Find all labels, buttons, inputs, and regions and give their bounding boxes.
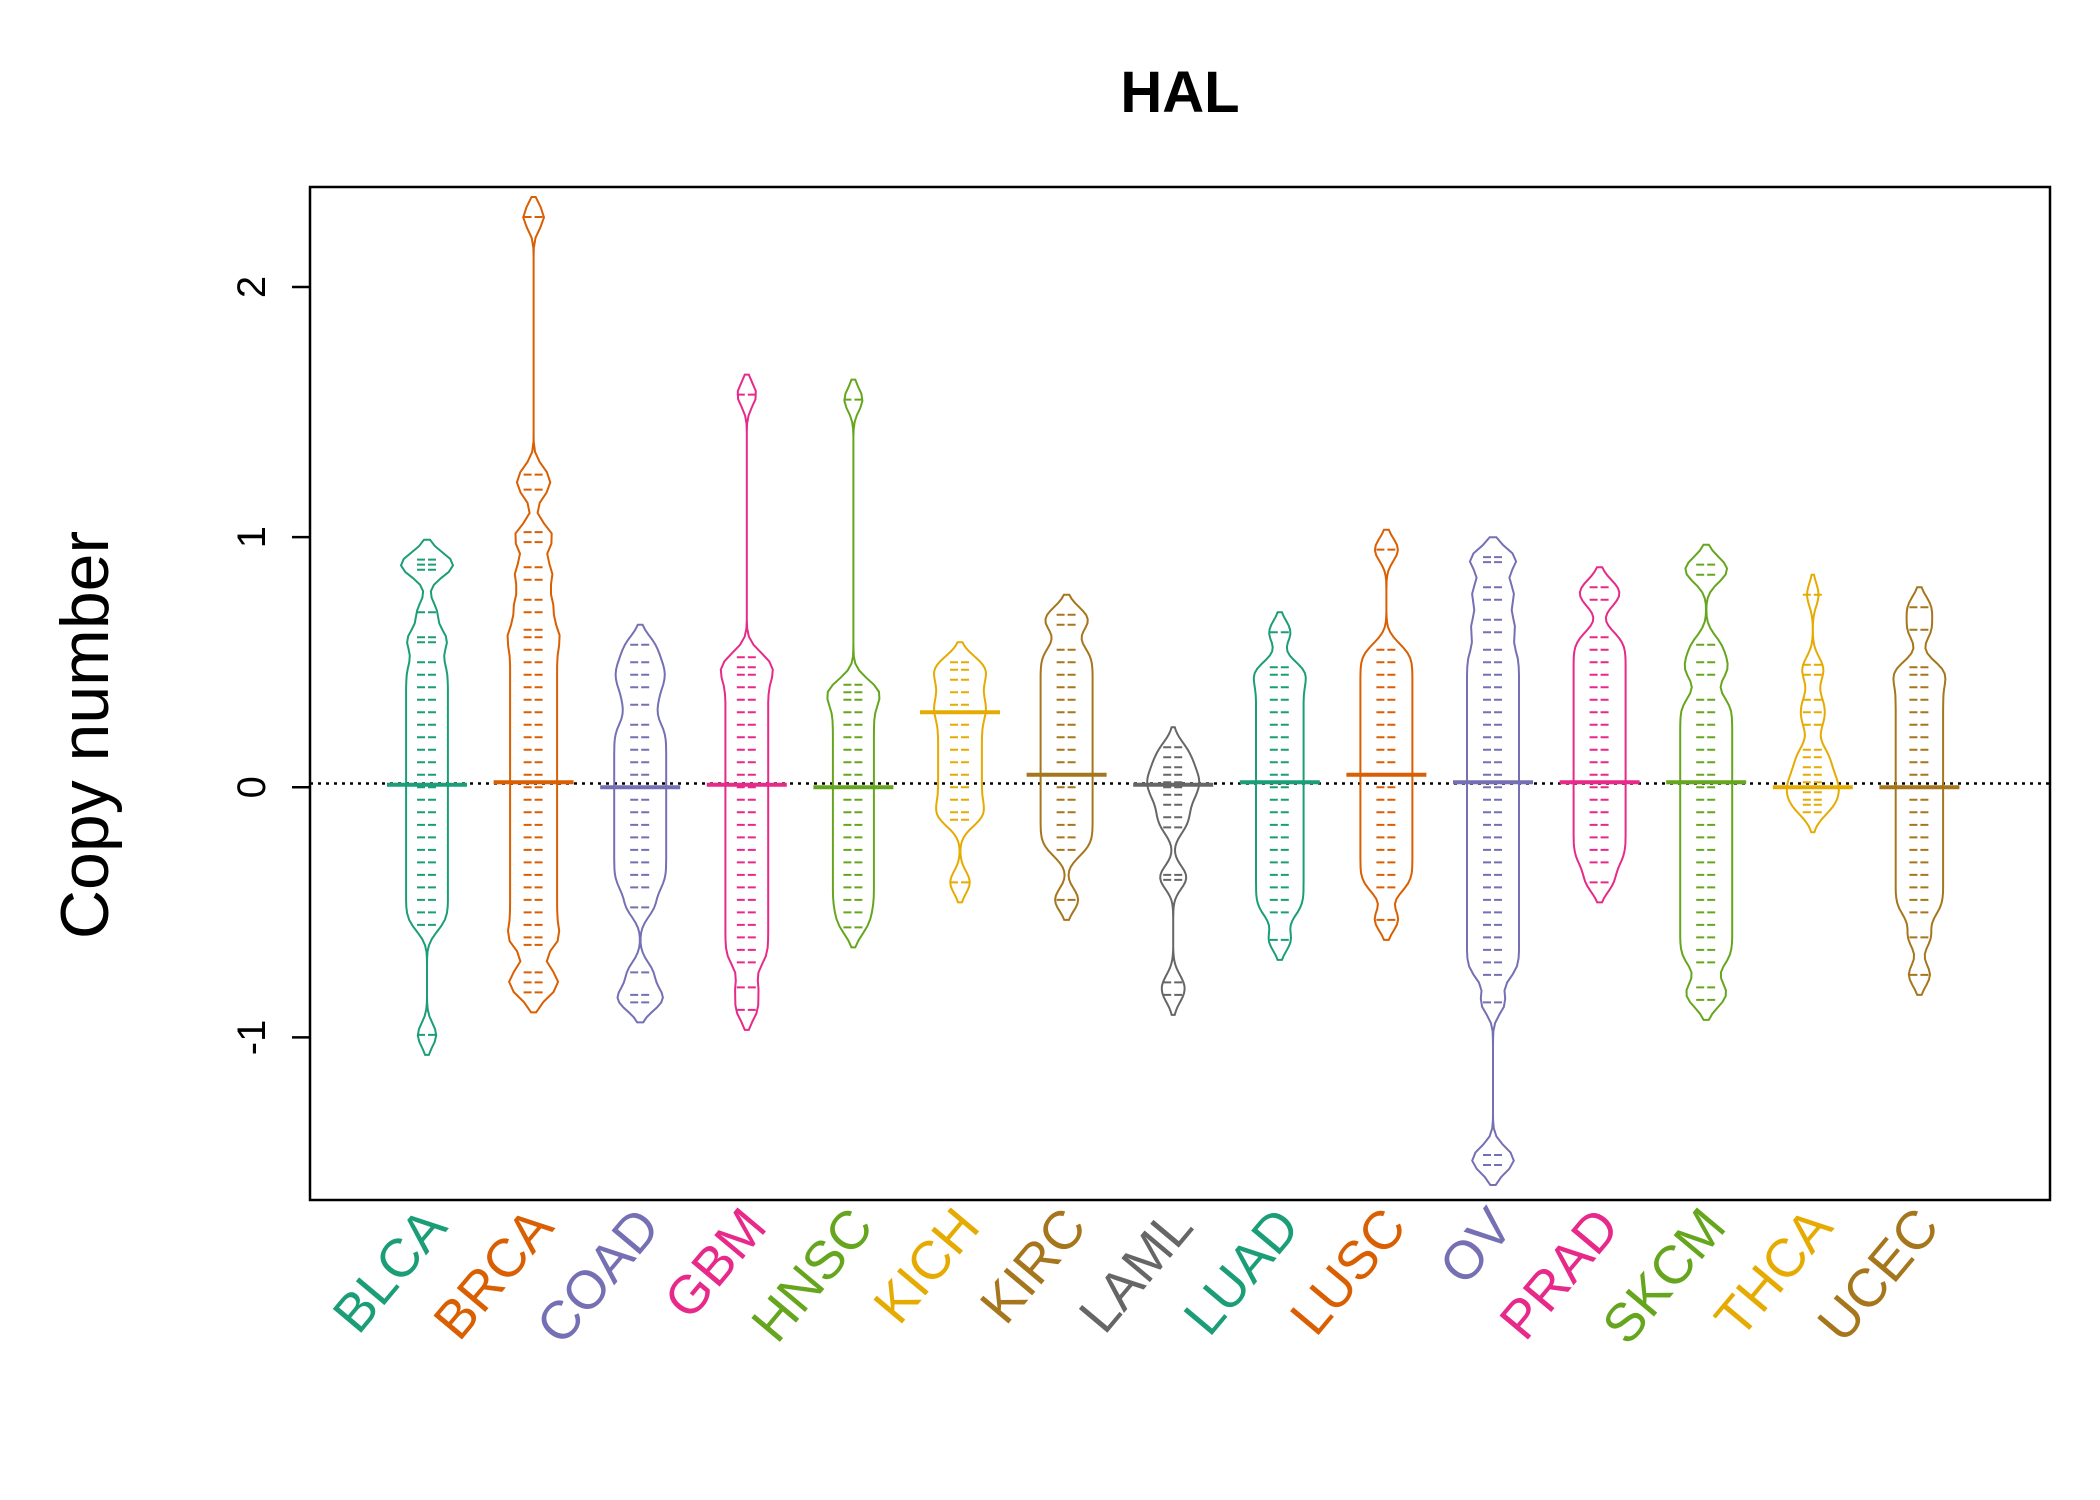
x-tick-label-hnsc: HNSC <box>740 1197 884 1353</box>
bean-outline <box>399 538 455 1056</box>
bean-ov <box>1453 536 1533 1186</box>
bean-outline <box>1146 726 1201 1016</box>
bean-kirc <box>1026 593 1107 921</box>
x-tick-label-laml: LAML <box>1068 1197 1205 1344</box>
bean-blca <box>387 538 467 1056</box>
bean-outline <box>1039 593 1094 921</box>
bean-brca <box>493 196 574 1014</box>
y-tick-label: 2 <box>230 276 274 298</box>
bean-outline <box>1252 611 1307 961</box>
y-tick-label: 0 <box>230 776 274 798</box>
x-tick-label-luad: LUAD <box>1172 1197 1311 1346</box>
bean-skcm <box>1666 543 1747 1021</box>
bean-prad <box>1559 566 1640 904</box>
bean-outline <box>932 641 988 904</box>
bean-lusc <box>1346 528 1427 941</box>
bean-outline <box>826 378 881 949</box>
bean-thca <box>1772 573 1853 834</box>
bean-hnsc <box>813 378 894 949</box>
x-tick-label-ov: OV <box>1428 1197 1524 1295</box>
y-tick-label: -1 <box>230 1020 274 1056</box>
x-tick-label-lusc: LUSC <box>1279 1197 1418 1346</box>
bean-outline <box>1892 586 1947 996</box>
bean-gbm <box>706 373 787 1031</box>
bean-kich <box>920 641 1000 904</box>
x-tick-label-kich: KICH <box>862 1197 991 1334</box>
y-tick-label: 1 <box>230 526 274 548</box>
x-tick-label-ucec: UCEC <box>1806 1197 1950 1353</box>
bean-outline <box>1466 536 1520 1186</box>
bean-outline <box>1679 543 1734 1021</box>
bean-outline <box>1572 566 1627 904</box>
beans-group <box>387 196 1960 1186</box>
y-axis: -1 0 1 2 <box>230 276 310 1055</box>
plot-frame <box>308 185 2052 1202</box>
y-axis-label: Copy number <box>47 531 123 939</box>
bean-luad <box>1239 611 1320 961</box>
bean-coad <box>600 623 681 1024</box>
bean-outline <box>1785 573 1840 834</box>
bean-outline <box>613 623 668 1024</box>
bean-outline <box>1359 528 1414 941</box>
bean-ucec <box>1879 586 1960 996</box>
bean-outline <box>719 373 774 1031</box>
bean-outline <box>506 196 561 1014</box>
bean-laml <box>1133 726 1214 1016</box>
chart-title: HAL <box>1120 60 1239 125</box>
